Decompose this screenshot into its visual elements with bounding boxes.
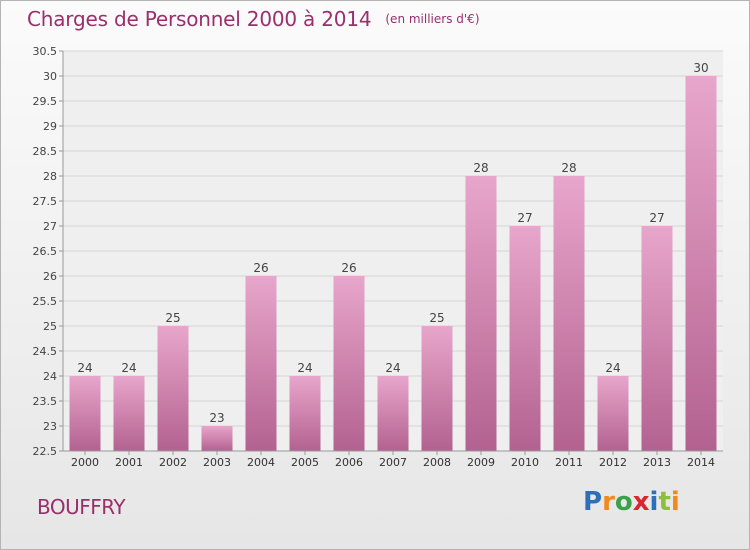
x-tick-label: 2005	[291, 456, 319, 469]
data-label: 24	[297, 361, 312, 375]
y-tick-label: 27.5	[33, 195, 58, 208]
proxiti-logo: Proxiti	[583, 487, 680, 517]
data-label: 25	[429, 311, 444, 325]
y-tick-label: 26	[43, 270, 57, 283]
bar-2009	[465, 176, 497, 451]
x-tick-label: 2000	[71, 456, 99, 469]
bar-2013	[641, 226, 673, 451]
commune-name: BOUFFRY	[37, 495, 126, 519]
y-tick-label: 24.5	[33, 345, 58, 358]
bar-2011	[553, 176, 585, 451]
y-tick-label: 30	[43, 70, 57, 83]
data-label: 24	[77, 361, 92, 375]
y-tick-label: 23	[43, 420, 57, 433]
data-label: 28	[473, 161, 488, 175]
x-tick-label: 2013	[643, 456, 671, 469]
y-tick-label: 29.5	[33, 95, 58, 108]
bar-2007	[377, 376, 409, 451]
bar-2006	[333, 276, 365, 451]
data-label: 24	[121, 361, 136, 375]
x-tick-label: 2002	[159, 456, 187, 469]
data-label: 26	[341, 261, 356, 275]
y-tick-label: 23.5	[33, 395, 58, 408]
data-label: 24	[605, 361, 620, 375]
x-tick-label: 2012	[599, 456, 627, 469]
y-tick-label: 29	[43, 120, 57, 133]
chart-unit: (en milliers d'€)	[385, 12, 480, 26]
bar-2002	[157, 326, 189, 451]
data-label: 26	[253, 261, 268, 275]
x-tick-label: 2010	[511, 456, 539, 469]
y-tick-label: 27	[43, 220, 57, 233]
data-label: 24	[385, 361, 400, 375]
data-labels: 24 24 25 23 26 24 26 24 25 28 27 28 24 27 30	[77, 61, 708, 425]
bars	[69, 76, 717, 451]
axes: 22.5 23 23.5 24 24.5 25 25.5 26 26.5 27 27.5 28 28.5…	[33, 45, 723, 469]
chart-title-text: Charges de Personnel 2000 à 2014	[27, 7, 372, 31]
x-tick-label: 2003	[203, 456, 231, 469]
y-tick-label: 26.5	[33, 245, 58, 258]
x-tick-label: 2014	[687, 456, 715, 469]
bar-2001	[113, 376, 145, 451]
data-label: 25	[165, 311, 180, 325]
bar-2000	[69, 376, 101, 451]
bar-2010	[509, 226, 541, 451]
bar-2004	[245, 276, 277, 451]
data-label: 27	[649, 211, 664, 225]
chart-title: Charges de Personnel 2000 à 2014 (en mill…	[27, 7, 480, 31]
y-tick-label: 30.5	[33, 45, 58, 58]
y-tick-label: 28	[43, 170, 57, 183]
y-tick-label: 24	[43, 370, 57, 383]
x-tick-label: 2001	[115, 456, 143, 469]
y-tick-label: 25	[43, 320, 57, 333]
bar-2008	[421, 326, 453, 451]
x-tick-label: 2006	[335, 456, 363, 469]
x-tick-label: 2007	[379, 456, 407, 469]
y-tick-label: 22.5	[33, 445, 58, 458]
y-tick-label: 25.5	[33, 295, 58, 308]
data-label: 30	[693, 61, 708, 75]
data-label: 28	[561, 161, 576, 175]
bar-2012	[597, 376, 629, 451]
bar-2014	[685, 76, 717, 451]
x-tick-label: 2008	[423, 456, 451, 469]
x-tick-label: 2004	[247, 456, 275, 469]
bar-2005	[289, 376, 321, 451]
bar-2003	[201, 426, 233, 451]
data-label: 23	[209, 411, 224, 425]
x-tick-label: 2009	[467, 456, 495, 469]
x-tick-label: 2011	[555, 456, 583, 469]
data-label: 27	[517, 211, 532, 225]
y-tick-label: 28.5	[33, 145, 58, 158]
